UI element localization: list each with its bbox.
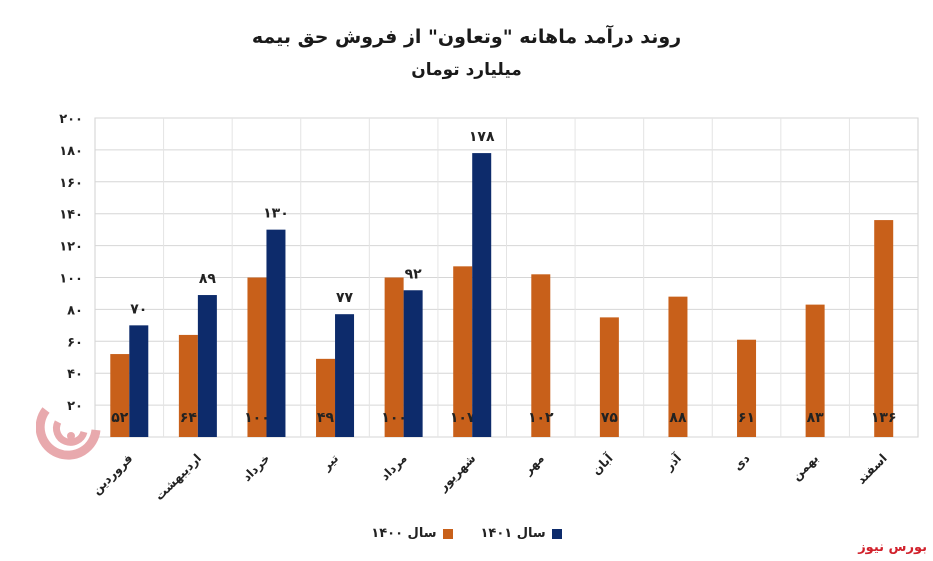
legend-label-1401: سال ۱۴۰۱ <box>480 526 546 541</box>
y-tick-label: ۱۴۰ <box>59 208 83 223</box>
data-label-1400: ۱۰۷ <box>450 410 476 426</box>
x-category-label: آذر <box>661 450 685 474</box>
legend-item-1400: سال ۱۴۰۰ <box>371 526 453 541</box>
data-label-1400: ۱۰۰ <box>381 410 407 426</box>
data-label-1400: ۱۳۶ <box>871 410 897 426</box>
logo-arc-inner <box>53 420 88 446</box>
bar-1401 <box>335 314 355 437</box>
bar-1400 <box>668 296 688 437</box>
data-label-1400: ۶۱ <box>738 410 755 426</box>
bar-1401 <box>472 153 492 437</box>
x-category-label: تیر <box>319 451 342 474</box>
data-label-1401: ۱۷۸ <box>469 129 495 145</box>
y-tick-label: ۱۰۰ <box>59 272 83 287</box>
x-category-label: آبان <box>588 450 616 478</box>
x-category-label: شهریور <box>435 451 479 495</box>
data-label-1400: ۸۸ <box>669 410 687 426</box>
y-tick-label: ۲۰ <box>67 399 83 414</box>
data-label-1401: ۸۹ <box>199 271 217 287</box>
y-tick-label: ۱۶۰ <box>59 176 83 191</box>
bar-1401 <box>266 229 286 437</box>
x-category-label: مهر <box>520 451 547 478</box>
bar-1400 <box>805 304 825 437</box>
data-label-1401: ۷۰ <box>130 301 147 317</box>
y-tick-label: ۱۲۰ <box>59 240 83 255</box>
data-label-1401: ۹۲ <box>405 266 423 282</box>
legend-swatch-1400 <box>442 528 453 539</box>
bar-1400 <box>110 354 130 437</box>
chart-subtitle: میلیارد تومان <box>411 60 522 80</box>
data-label-1401: ۷۷ <box>336 290 354 306</box>
logo-arc-outer <box>36 407 101 460</box>
data-label-1400: ۵۲ <box>111 410 129 426</box>
bar-1400 <box>384 277 404 437</box>
data-label-1400: ۸۳ <box>807 410 825 426</box>
bar-1400 <box>599 317 619 437</box>
legend: سال ۱۴۰۱ سال ۱۴۰۰ <box>0 526 933 541</box>
bar-1400 <box>247 277 267 437</box>
x-category-label: بهمن <box>789 451 821 483</box>
data-label-1400: ۱۰۰ <box>244 410 270 426</box>
bar-1400 <box>178 334 198 437</box>
data-label-1400: ۱۰۲ <box>528 410 554 426</box>
bar-1400 <box>531 274 551 437</box>
x-category-label: مرداد <box>378 451 410 483</box>
bar-1400 <box>737 339 757 437</box>
source-label: بورس نیوز <box>858 540 927 555</box>
data-label-1400: ۴۹ <box>317 410 335 426</box>
y-tick-label: ۴۰ <box>67 367 83 382</box>
logo-dot <box>67 432 75 440</box>
legend-item-1401: سال ۱۴۰۱ <box>481 526 562 541</box>
x-category-label: اسفند <box>854 451 890 487</box>
bar-1401 <box>197 295 217 437</box>
bar-1401 <box>129 325 149 437</box>
y-tick-label: ۲۰۰ <box>59 112 83 127</box>
x-category-label: اردیبهشت <box>152 451 204 503</box>
x-category-label: خرداد <box>240 451 273 484</box>
legend-swatch-1401 <box>551 528 562 539</box>
y-tick-label: ۶۰ <box>67 335 83 350</box>
legend-label-1400: سال ۱۴۰۰ <box>371 526 437 541</box>
data-label-1401: ۱۳۰ <box>263 206 289 222</box>
bar-1400 <box>453 266 473 437</box>
y-tick-label: ۱۸۰ <box>59 144 83 159</box>
x-category-label: دی <box>731 451 753 473</box>
bar-1400 <box>316 358 336 437</box>
data-label-1400: ۷۵ <box>601 410 619 426</box>
chart-title: روند درآمد ماهانه "وتعاون" از فروش حق بی… <box>251 26 682 48</box>
bar-1400 <box>874 220 894 437</box>
data-label-1400: ۶۴ <box>180 410 198 426</box>
y-tick-label: ۸۰ <box>67 303 83 318</box>
bar-1401 <box>403 290 423 437</box>
bourse-news-logo <box>36 407 101 460</box>
